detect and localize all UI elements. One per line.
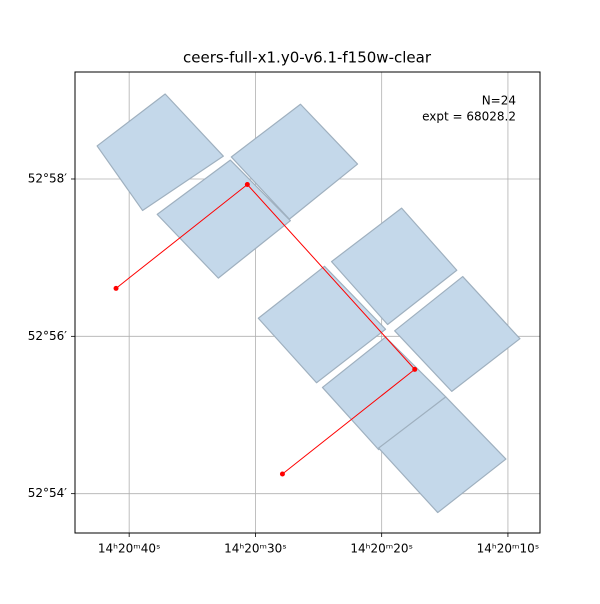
chart-title: ceers-full-x1.y0-v6.1-f150w-clear <box>183 49 432 67</box>
footprint <box>378 396 507 514</box>
y-tick-label: 52°58′ <box>28 171 68 185</box>
annotation: expt = 68028.2 <box>422 110 516 124</box>
footprint <box>330 207 458 326</box>
x-tick-label: 14ʰ20ᵐ10ˢ <box>477 542 540 556</box>
footprint <box>156 159 291 279</box>
x-tick-label: 14ʰ20ᵐ30ˢ <box>224 542 287 556</box>
y-tick-label: 52°54′ <box>28 486 68 500</box>
path-line <box>115 183 416 475</box>
path-point <box>244 181 250 187</box>
annotation: N=24 <box>482 94 516 108</box>
footprint <box>96 93 224 212</box>
x-tick-label: 14ʰ20ᵐ20ˢ <box>350 542 413 556</box>
path-point <box>412 366 418 372</box>
axes-frame <box>74 71 541 534</box>
y-tick-label: 52°56′ <box>28 329 68 343</box>
path-point <box>113 285 119 291</box>
footprint <box>394 275 521 392</box>
path-point <box>279 471 285 477</box>
footprint <box>257 265 387 384</box>
plot-area: 14ʰ20ᵐ40ˢ 14ʰ20ᵐ30ˢ 14ʰ20ᵐ20ˢ 14ʰ20ᵐ10ˢ 52°5… <box>28 72 540 556</box>
footprint <box>230 103 359 220</box>
x-tick-label: 14ʰ20ᵐ40ˢ <box>98 542 161 556</box>
